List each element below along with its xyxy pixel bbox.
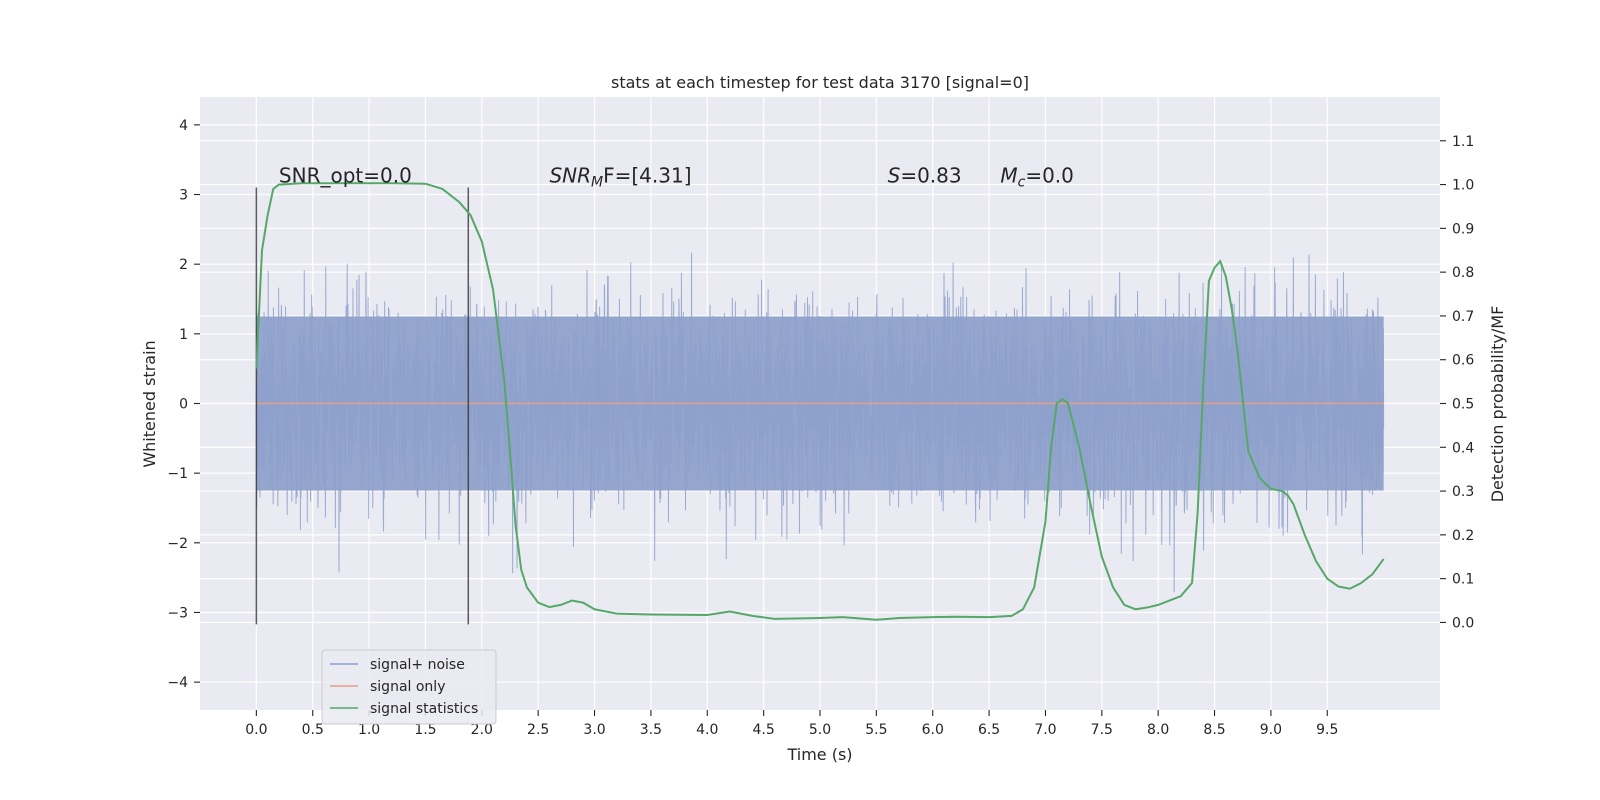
annotation-s-rest: =0.83: [900, 164, 961, 188]
x-tick-label-15: 7.5: [1091, 722, 1113, 738]
y-right-axis-ticks: 1.1 1.0 0.9 0.8 0.7 0.6 0.5 0.4 0.3 0.2 0.1 0.0: [1440, 134, 1474, 631]
y-left-tick-label-3: 1: [179, 327, 188, 343]
y-right-axis-label: Detection probability/MF: [1488, 306, 1507, 503]
annotation-snr-opt: SNR_opt=0.0: [279, 164, 412, 188]
x-tick-label-8: 4.0: [696, 722, 718, 738]
x-tick-label-11: 5.5: [865, 722, 887, 738]
x-tick-label-19: 9.5: [1316, 722, 1338, 738]
legend-label-signal-plus-noise: signal+ noise: [370, 657, 465, 673]
x-tick-label-12: 6.0: [922, 722, 944, 738]
y-right-tick-label-9: 0.2: [1452, 528, 1474, 544]
x-tick-label-16: 8.0: [1147, 722, 1169, 738]
x-tick-label-5: 2.5: [527, 722, 549, 738]
y-right-tick-label-10: 0.1: [1452, 572, 1474, 588]
y-left-tick-label-0: 4: [179, 118, 188, 134]
y-right-tick-label-3: 0.8: [1452, 265, 1474, 281]
x-tick-label-4: 2.0: [471, 722, 493, 738]
x-tick-label-14: 7.0: [1034, 722, 1056, 738]
y-right-tick-label-5: 0.6: [1452, 353, 1474, 369]
x-tick-label-0: 0.0: [245, 722, 267, 738]
vertical-markers: [255, 187, 470, 625]
annotation-snr-mf-rest: F=[4.31]: [603, 164, 691, 188]
annotation-snr-mf: SNRMF=[4.31]: [549, 164, 691, 191]
y-right-tick-label-4: 0.7: [1452, 309, 1474, 325]
line-signal-statistics: [255, 182, 1385, 621]
annotation-snr-mf-main: SNR: [549, 164, 591, 188]
annotation-mc-rest: =0.0: [1025, 164, 1074, 188]
x-tick-label-2: 1.0: [358, 722, 380, 738]
annotation-mc-main: M: [1000, 164, 1017, 188]
y-right-tick-label-8: 0.3: [1452, 484, 1474, 500]
x-tick-label-3: 1.5: [414, 722, 436, 738]
legend-label-signal-only: signal only: [370, 679, 445, 695]
y-left-tick-label-4: 0: [179, 397, 188, 413]
x-tick-label-13: 6.5: [978, 722, 1000, 738]
legend-label-signal-statistics: signal statistics: [370, 701, 478, 717]
y-right-tick-label-1: 1.0: [1452, 178, 1474, 194]
y-right-tick-label-6: 0.5: [1452, 397, 1474, 413]
x-tick-label-17: 8.5: [1203, 722, 1225, 738]
x-tick-label-6: 3.0: [583, 722, 605, 738]
y-right-tick-label-7: 0.4: [1452, 440, 1474, 456]
y-left-tick-label-6: −2: [167, 536, 188, 552]
y-left-tick-label-2: 2: [179, 257, 188, 273]
legend-box: [321, 649, 497, 725]
x-axis-label: Time (s): [786, 745, 852, 764]
x-tick-label-10: 5.0: [809, 722, 831, 738]
y-right-tick-label-2: 0.9: [1452, 221, 1474, 237]
y-right-tick-label-0: 1.1: [1452, 134, 1474, 150]
x-axis-ticks: 0.0 0.5 1.0 1.5 2.0 2.5 3.0 3.5 4.0 4.5 5.0 5.5 6.0 6…: [245, 710, 1338, 738]
y-left-axis-label: Whitened strain: [140, 340, 159, 467]
legend: signal+ noise signal only signal statist…: [321, 649, 497, 725]
annotations: SNR_opt=0.0 SNRMF=[4.31] S=0.83 Mc=0.0: [279, 164, 1074, 191]
y-left-tick-label-8: −4: [167, 675, 188, 691]
x-tick-label-18: 9.0: [1260, 722, 1282, 738]
annotation-mc: Mc=0.0: [1000, 164, 1074, 191]
annotation-s: S=0.83: [888, 164, 962, 188]
y-left-tick-label-7: −3: [167, 605, 188, 621]
y-right-tick-label-11: 0.0: [1452, 615, 1474, 631]
x-tick-label-9: 4.5: [753, 722, 775, 738]
y-left-tick-label-1: 3: [179, 188, 188, 204]
x-tick-label-7: 3.5: [640, 722, 662, 738]
annotation-snr-mf-sub: M: [591, 175, 603, 191]
annotation-s-main: S: [888, 164, 901, 188]
y-left-axis-ticks: 4 3 2 1 0 −1 −2 −3 −4: [167, 118, 200, 691]
chart-title: stats at each timestep for test data 317…: [611, 73, 1029, 92]
series-signal-statistics: [255, 182, 1385, 621]
y-left-tick-label-5: −1: [167, 466, 188, 482]
annotation-mc-sub: c: [1018, 175, 1026, 191]
x-tick-label-1: 0.5: [302, 722, 324, 738]
